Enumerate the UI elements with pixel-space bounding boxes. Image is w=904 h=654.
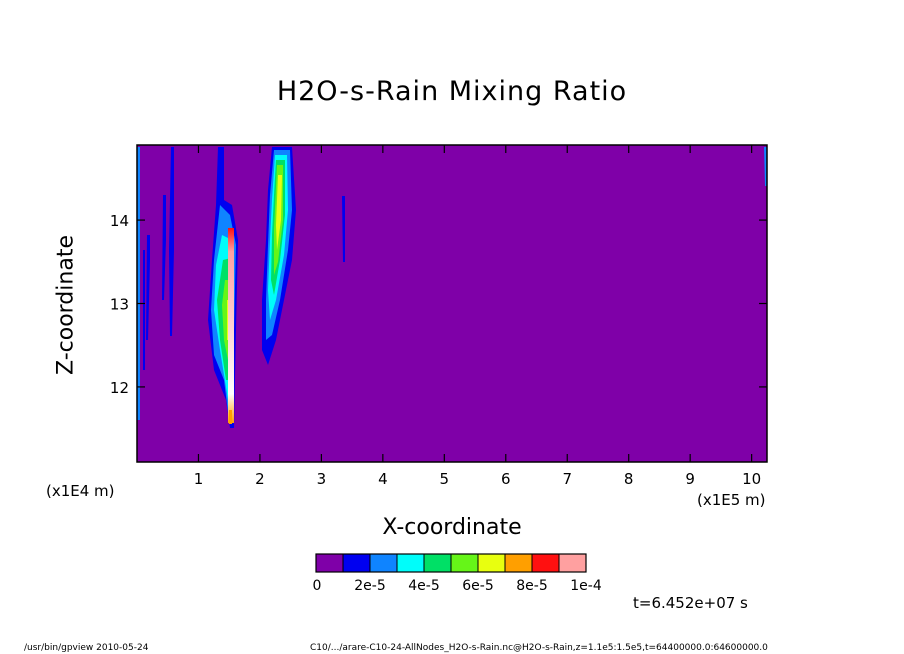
colorbar-tick-label: 0 — [312, 578, 322, 594]
colorbar-swatch — [504, 553, 533, 573]
chart-title: H2O-s-Rain Mixing Ratio — [276, 76, 628, 107]
x-tick-label: 10 — [742, 470, 761, 488]
plume-4 — [342, 196, 345, 262]
colorbar-swatch — [342, 553, 371, 573]
colorbar-tick-label: 2e-5 — [354, 578, 386, 594]
x-axis-unit: (x1E5 m) — [697, 491, 766, 509]
x-tick-label: 4 — [378, 470, 388, 488]
colorbar-swatch — [477, 553, 506, 573]
y-axis: 12 13 14 — [110, 212, 767, 397]
y-axis-unit: (x1E4 m) — [46, 482, 115, 500]
colorbar-swatch — [315, 553, 344, 573]
colorbar-tick-label: 4e-5 — [408, 578, 440, 594]
plot-area — [136, 144, 768, 463]
colorbar-tick-label: 8e-5 — [516, 578, 548, 594]
y-tick-label: 14 — [110, 212, 129, 230]
x-tick-label: 7 — [562, 470, 572, 488]
y-tick-label: 13 — [110, 296, 129, 314]
x-tick-label: 5 — [440, 470, 450, 488]
footer-right: C10/.../arare-C10-24-AllNodes_H2O-s-Rain… — [310, 643, 768, 653]
x-tick-label: 3 — [317, 470, 327, 488]
x-tick-label: 9 — [685, 470, 695, 488]
colorbar-tick-label: 1e-4 — [570, 578, 602, 594]
colorbar-swatch — [558, 553, 587, 573]
colorbar-swatch — [450, 553, 479, 573]
y-axis-label: Z-coordinate — [53, 235, 79, 375]
colorbar-swatch — [423, 553, 452, 573]
time-label: t=6.452e+07 s — [633, 594, 748, 612]
x-axis: 1 2 3 4 5 6 7 8 9 10 — [194, 145, 761, 488]
x-tick-label: 6 — [501, 470, 511, 488]
plume-1 — [143, 147, 174, 370]
x-tick-label: 1 — [194, 470, 204, 488]
x-tick-label: 8 — [624, 470, 634, 488]
footer-left: /usr/bin/gpview 2010-05-24 — [24, 643, 149, 653]
colorbar-tick-label: 6e-5 — [462, 578, 494, 594]
y-tick-label: 12 — [110, 379, 129, 397]
x-axis-label: X-coordinate — [382, 515, 522, 540]
plume-3 — [262, 147, 296, 365]
x-tick-label: 2 — [255, 470, 265, 488]
colorbar — [315, 553, 587, 573]
plot-background — [137, 145, 767, 462]
colorbar-swatch — [531, 553, 560, 573]
colorbar-swatch — [369, 553, 398, 573]
plume-2 — [208, 147, 238, 428]
colorbar-frame — [315, 553, 587, 573]
colorbar-swatch — [396, 553, 425, 573]
